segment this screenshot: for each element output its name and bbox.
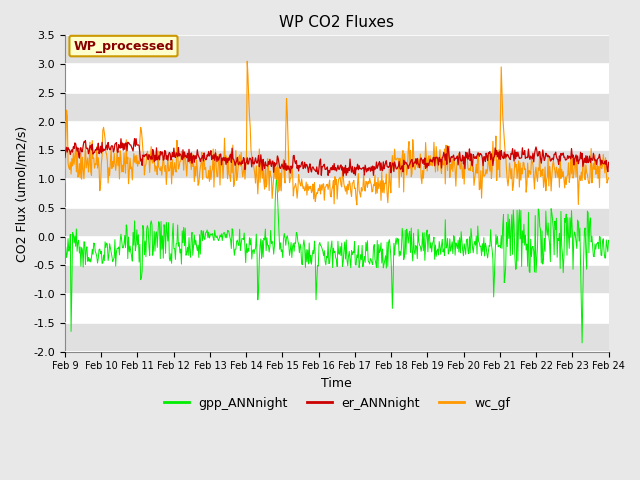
wc_gf (420, 164, 428, 169)
er_ANNnight (183, 155, 191, 161)
wc_gf (182, 162, 190, 168)
Line: er_ANNnight: er_ANNnight (65, 139, 609, 176)
gpp_ANNnight (579, 340, 586, 346)
er_ANNnight (131, 136, 138, 142)
wc_gf (404, 146, 412, 152)
er_ANNnight (61, 155, 69, 160)
er_ANNnight (71, 140, 79, 146)
Bar (65, 93, 609, 121)
gpp_ANNnight (127, 249, 134, 255)
wc_gf (61, 180, 69, 185)
Bar (65, 36, 609, 64)
wc_gf (127, 166, 134, 172)
gpp_ANNnight (419, 248, 427, 253)
wc_gf (211, 160, 218, 166)
er_ANNnight (127, 142, 134, 148)
wc_gf (243, 59, 251, 64)
gpp_ANNnight (605, 238, 612, 243)
Bar (65, 208, 609, 237)
Line: wc_gf: wc_gf (65, 61, 609, 205)
er_ANNnight (420, 162, 428, 168)
wc_gf (71, 153, 79, 159)
Y-axis label: CO2 Flux (umol/m2/s): CO2 Flux (umol/m2/s) (15, 125, 28, 262)
Bar (65, 265, 609, 294)
er_ANNnight (605, 159, 612, 165)
wc_gf (605, 175, 612, 181)
Bar (65, 323, 609, 351)
er_ANNnight (212, 150, 220, 156)
X-axis label: Time: Time (321, 377, 352, 390)
gpp_ANNnight (71, 233, 79, 239)
Bar (65, 150, 609, 179)
gpp_ANNnight (273, 173, 280, 179)
er_ANNnight (339, 173, 347, 179)
Title: WP CO2 Fluxes: WP CO2 Fluxes (279, 15, 394, 30)
gpp_ANNnight (404, 232, 412, 238)
Line: gpp_ANNnight: gpp_ANNnight (65, 176, 609, 343)
Text: WP_processed: WP_processed (73, 39, 174, 53)
er_ANNnight (404, 166, 412, 171)
wc_gf (353, 202, 361, 208)
Legend: gpp_ANNnight, er_ANNnight, wc_gf: gpp_ANNnight, er_ANNnight, wc_gf (159, 392, 515, 415)
gpp_ANNnight (211, 228, 218, 233)
gpp_ANNnight (182, 252, 190, 258)
gpp_ANNnight (61, 255, 69, 261)
